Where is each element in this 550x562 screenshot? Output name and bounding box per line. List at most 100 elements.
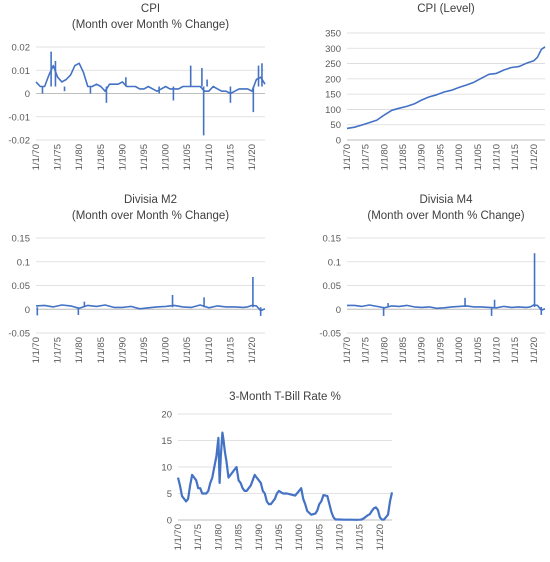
- divisia-m2-y-tick-label: -0.05: [8, 329, 30, 340]
- divisia-m2-y-tick-label: 0.1: [17, 257, 30, 268]
- cpi-mom-x-tick-label: 1/1/75: [53, 144, 64, 170]
- cpi-mom-chart: CPI (Month over Month % Change) -0.02 -0.01…: [8, 3, 266, 170]
- tbill-x-tick-label: 1/1/10: [335, 524, 346, 550]
- tbill-x-tick-label: 1/1/00: [294, 524, 305, 550]
- divisia-m2-x-tick-label: 1/1/80: [74, 337, 85, 363]
- tbill-x-tick-label: 1/1/15: [355, 524, 366, 550]
- tbill-y-tick-label: 5: [167, 489, 172, 500]
- cpi-level-x-tick-label: 1/1/15: [510, 144, 521, 170]
- tbill-title-line-1: 3-Month T-Bill Rate %: [229, 391, 341, 403]
- divisia-m2-x-tick-label: 1/1/05: [182, 337, 193, 363]
- cpi-level-x-tick-label: 1/1/05: [473, 144, 484, 170]
- cpi-level-x-tick-label: 1/1/20: [529, 144, 540, 170]
- tbill-y-tick-label: 15: [161, 436, 172, 447]
- cpi-mom-x-tick-label: 1/1/00: [161, 144, 172, 170]
- divisia-m4-y-tick-label: 0: [336, 305, 341, 316]
- cpi-level-y-tick-label: 350: [325, 29, 341, 40]
- cpi-mom-y-tick-label: -0.02: [8, 136, 30, 147]
- cpi-level-x-tick-label: 1/1/85: [398, 144, 409, 170]
- divisia-m2-x-tick-label: 1/1/85: [96, 337, 107, 363]
- tbill-y-tick-label: 0: [167, 516, 172, 527]
- tbill-x-tick-label: 1/1/95: [274, 524, 285, 550]
- cpi-mom-x-tick-label: 1/1/20: [247, 144, 258, 170]
- tbill-y-tick-label: 20: [161, 410, 172, 421]
- divisia-m4-x-tick-label: 1/1/90: [417, 337, 428, 363]
- divisia-m2-title-line-1: Divisia M2: [124, 194, 177, 206]
- divisia-m2-y-tick-label: 0: [25, 305, 30, 316]
- cpi-mom-y-tick-label: -0.01: [8, 112, 30, 123]
- cpi-level-x-tick-label: 1/1/10: [491, 144, 502, 170]
- tbill-x-tick-label: 1/1/05: [314, 524, 325, 550]
- divisia-m2-x-tick-label: 1/1/90: [117, 337, 128, 363]
- tbill-x-tick-label: 1/1/70: [173, 524, 184, 550]
- cpi-mom-x-tick-label: 1/1/15: [225, 144, 236, 170]
- divisia-m4-chart: Divisia M4 (Month over Month % Change) -0.…: [319, 194, 546, 363]
- tbill-y-tick-label: 10: [161, 463, 172, 474]
- divisia-m4-y-tick-label: 0.1: [328, 257, 341, 268]
- tbill-series-line: [176, 431, 394, 521]
- divisia-m2-title-line-2: (Month over Month % Change): [72, 210, 229, 222]
- tbill-x-tick-label: 1/1/75: [193, 524, 204, 550]
- cpi-level-y-tick-label: 0: [336, 136, 341, 147]
- divisia-m4-x-tick-label: 1/1/15: [510, 337, 521, 363]
- cpi-level-chart: CPI (Level) 0 50 100 150 200 250 300 350 1/1/70 1/…: [325, 3, 546, 170]
- tbill-x-tick-label: 1/1/85: [234, 524, 245, 550]
- divisia-m2-x-tick-label: 1/1/10: [204, 337, 215, 363]
- divisia-m4-x-tick-label: 1/1/75: [361, 337, 372, 363]
- divisia-m4-x-tick-label: 1/1/05: [473, 337, 484, 363]
- cpi-level-y-tick-label: 300: [325, 44, 341, 55]
- divisia-m4-title-line-1: Divisia M4: [419, 194, 473, 206]
- divisia-m2-x-tick-label: 1/1/70: [31, 337, 42, 363]
- cpi-mom-title-line-2: (Month over Month % Change): [72, 19, 229, 31]
- cpi-mom-y-tick-label: 0: [25, 89, 30, 100]
- cpi-mom-x-tick-label: 1/1/80: [74, 144, 85, 170]
- cpi-level-y-tick-label: 150: [325, 90, 341, 101]
- divisia-m4-x-tick-label: 1/1/00: [454, 337, 465, 363]
- divisia-m4-x-tick-label: 1/1/10: [491, 337, 502, 363]
- tbill-chart: 3-Month T-Bill Rate % 0 5 10 15 20 1/1/70 1/1/7…: [161, 391, 394, 550]
- cpi-level-y-tick-label: 200: [325, 74, 341, 85]
- cpi-level-x-tick-label: 1/1/75: [361, 144, 372, 170]
- cpi-mom-x-tick-label: 1/1/10: [204, 144, 215, 170]
- tbill-x-tick-label: 1/1/20: [375, 524, 386, 550]
- cpi-mom-x-tick-label: 1/1/85: [96, 144, 107, 170]
- cpi-mom-title-line-1: CPI: [141, 3, 160, 15]
- divisia-m4-x-tick-label: 1/1/70: [342, 337, 353, 363]
- cpi-level-x-tick-label: 1/1/95: [435, 144, 446, 170]
- tbill-x-tick-label: 1/1/90: [254, 524, 265, 550]
- cpi-mom-x-tick-label: 1/1/95: [139, 144, 150, 170]
- cpi-level-x-tick-label: 1/1/00: [454, 144, 465, 170]
- cpi-mom-x-tick-label: 1/1/90: [117, 144, 128, 170]
- cpi-mom-series-line: [35, 62, 266, 95]
- divisia-m4-y-tick-label: -0.05: [319, 329, 341, 340]
- divisia-m4-title-line-2: (Month over Month % Change): [367, 210, 524, 222]
- cpi-mom-y-tick-label: 0.02: [12, 43, 31, 54]
- divisia-m4-y-tick-label: 0.05: [323, 281, 342, 292]
- tbill-x-tick-label: 1/1/80: [213, 524, 224, 550]
- divisia-m2-chart: Divisia M2 (Month over Month % Change) -0.…: [8, 194, 266, 363]
- divisia-m2-series-line: [35, 304, 266, 312]
- divisia-m2-x-tick-label: 1/1/15: [225, 337, 236, 363]
- divisia-m4-x-tick-label: 1/1/80: [379, 337, 390, 363]
- divisia-m2-y-tick-label: 0.15: [12, 234, 31, 245]
- cpi-mom-x-tick-label: 1/1/05: [182, 144, 193, 170]
- divisia-m4-x-tick-label: 1/1/85: [398, 337, 409, 363]
- cpi-level-series-line: [346, 46, 546, 130]
- cpi-level-title-line-1: CPI (Level): [417, 3, 475, 15]
- divisia-m2-y-tick-label: 0.05: [12, 281, 31, 292]
- divisia-m4-x-tick-label: 1/1/95: [435, 337, 446, 363]
- cpi-level-y-tick-label: 100: [325, 105, 341, 116]
- cpi-mom-x-tick-label: 1/1/70: [31, 144, 42, 170]
- divisia-m4-x-tick-label: 1/1/20: [529, 337, 540, 363]
- cpi-level-y-tick-label: 50: [330, 120, 341, 131]
- cpi-level-x-tick-label: 1/1/80: [379, 144, 390, 170]
- cpi-level-x-tick-label: 1/1/70: [342, 144, 353, 170]
- cpi-level-y-tick-label: 250: [325, 59, 341, 70]
- cpi-mom-y-tick-label: 0.01: [12, 66, 31, 77]
- divisia-m2-x-tick-label: 1/1/75: [53, 337, 64, 363]
- divisia-m2-x-tick-label: 1/1/95: [139, 337, 150, 363]
- divisia-m2-x-tick-label: 1/1/20: [247, 337, 258, 363]
- divisia-m4-y-tick-label: 0.15: [323, 234, 342, 245]
- divisia-m2-x-tick-label: 1/1/00: [161, 337, 172, 363]
